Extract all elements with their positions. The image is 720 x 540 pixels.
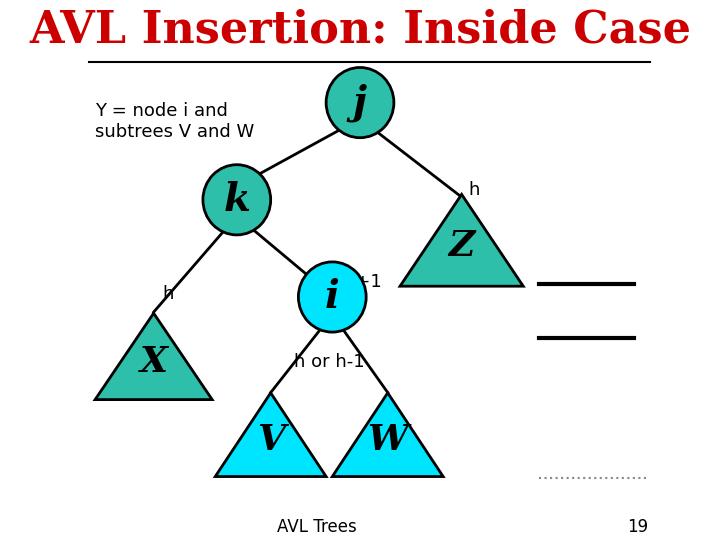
Text: AVL Insertion: Inside Case: AVL Insertion: Inside Case — [29, 8, 691, 51]
Ellipse shape — [203, 165, 271, 235]
Text: X: X — [140, 345, 168, 379]
Polygon shape — [333, 393, 444, 476]
Text: Z: Z — [449, 229, 474, 262]
Ellipse shape — [298, 262, 366, 332]
Text: Y = node i and
subtrees V and W: Y = node i and subtrees V and W — [95, 102, 254, 141]
Text: V: V — [256, 423, 284, 457]
Polygon shape — [215, 393, 326, 476]
Text: j: j — [353, 83, 367, 122]
Text: h+1: h+1 — [344, 273, 382, 291]
Text: h: h — [162, 285, 174, 303]
Text: h: h — [468, 181, 480, 199]
Text: 19: 19 — [626, 517, 648, 536]
Polygon shape — [95, 313, 212, 400]
Text: k: k — [223, 181, 251, 219]
Text: h or h-1: h or h-1 — [294, 353, 364, 371]
Polygon shape — [400, 194, 523, 286]
Text: AVL Trees: AVL Trees — [277, 517, 356, 536]
Text: W: W — [367, 423, 408, 457]
Ellipse shape — [326, 68, 394, 138]
Text: i: i — [325, 278, 340, 316]
